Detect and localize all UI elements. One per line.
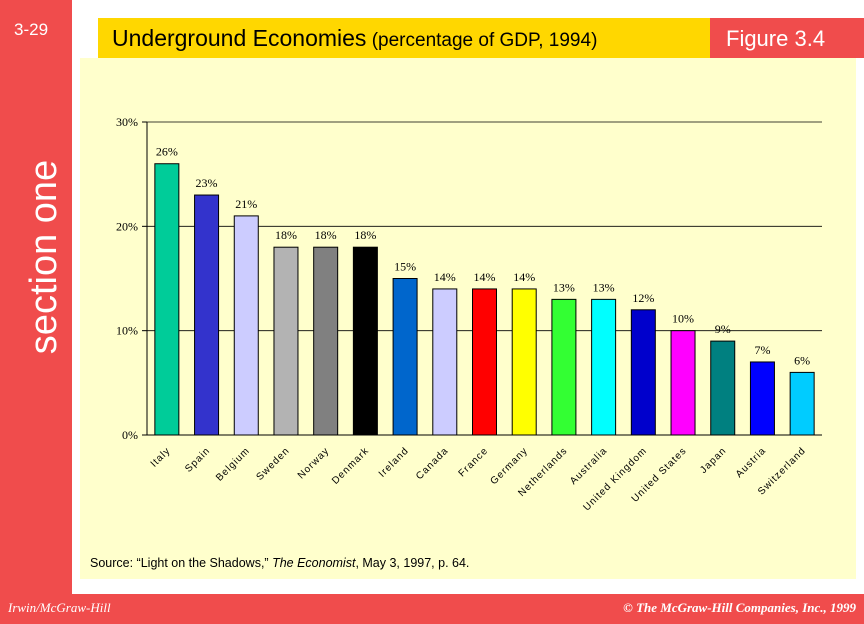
data-label: 23% — [196, 176, 218, 190]
source-suffix: , May 3, 1997, p. 64. — [355, 556, 470, 570]
data-label: 12% — [632, 291, 654, 305]
data-label: 21% — [235, 197, 257, 211]
section-label: section one — [23, 159, 65, 355]
bar — [392, 278, 418, 436]
title-main: Underground Economies — [112, 25, 367, 51]
data-label: 10% — [672, 312, 694, 326]
y-tick-label: 0% — [122, 428, 138, 442]
bar — [670, 330, 696, 436]
source-note: Source: “Light on the Shadows,” The Econ… — [90, 556, 469, 570]
data-label: 7% — [754, 343, 770, 357]
y-tick-label: 10% — [116, 324, 138, 338]
bar — [710, 340, 736, 436]
x-tick-label: Sweden — [255, 445, 293, 483]
figure-box: Figure 3.4 — [710, 18, 864, 58]
bar — [233, 215, 259, 436]
bar — [789, 371, 815, 436]
data-label: 18% — [354, 228, 376, 242]
bar — [194, 194, 220, 436]
data-label: 18% — [275, 228, 297, 242]
x-tick-label: Germany — [489, 445, 531, 487]
figure-label: Figure 3.4 — [726, 26, 826, 51]
bar — [352, 246, 378, 436]
data-label: 14% — [474, 270, 496, 284]
data-label: 13% — [593, 280, 615, 294]
bar — [749, 361, 775, 436]
x-tick-label: Denmark — [330, 445, 371, 486]
bar — [313, 246, 339, 436]
x-tick-label: Australia — [568, 445, 610, 487]
data-label: 14% — [513, 270, 535, 284]
title-bar: Underground Economies (percentage of GDP… — [98, 18, 710, 58]
data-label: 6% — [794, 353, 810, 367]
data-label: 13% — [553, 280, 575, 294]
data-label: 9% — [715, 322, 731, 336]
y-tick-label: 30% — [116, 115, 138, 129]
data-label: 14% — [434, 270, 456, 284]
bar — [273, 246, 299, 436]
publisher-label: Irwin/McGraw-Hill — [8, 600, 111, 615]
bar — [511, 288, 537, 436]
source-prefix: Source: “Light on the Shadows,” — [90, 556, 273, 570]
chart-title: Underground Economies (percentage of GDP… — [112, 25, 597, 52]
x-tick-label: Norway — [296, 445, 332, 481]
bar — [432, 288, 458, 436]
data-label: 18% — [315, 228, 337, 242]
copyright-label: © The McGraw-Hill Companies, Inc., 1999 — [623, 600, 856, 615]
x-tick-label: Ireland — [377, 445, 411, 479]
side-band: 3-29 section one — [0, 0, 72, 594]
bar — [551, 298, 577, 436]
x-tick-label: Austria — [734, 445, 769, 480]
x-tick-label: Japan — [698, 445, 729, 476]
chart-panel: 0% 10% 20% 30% 26% Italy 23% Spain 21% Belgium 18%… — [80, 58, 856, 579]
bar — [472, 288, 497, 436]
bottom-band: Irwin/McGraw-Hill © The McGraw-Hill Comp… — [0, 594, 864, 624]
x-tick-label: France — [457, 445, 491, 479]
x-tick-label: Canada — [414, 445, 451, 482]
x-tick-label: Spain — [183, 445, 212, 474]
x-tick-label: Belgium — [214, 445, 252, 483]
x-tick-label: Italy — [149, 445, 173, 469]
source-publication: The Economist — [272, 556, 356, 570]
bar-chart: 0% 10% 20% 30% 26% Italy 23% Spain 21% Belgium 18%… — [116, 115, 822, 513]
bar — [154, 163, 180, 436]
slide-number: 3-29 — [14, 20, 49, 39]
bar — [591, 298, 617, 436]
bar — [630, 309, 656, 436]
y-tick-label: 20% — [116, 219, 138, 233]
data-label: 15% — [394, 260, 416, 274]
title-subtitle: (percentage of GDP, 1994) — [366, 30, 598, 51]
data-label: 26% — [156, 145, 178, 159]
